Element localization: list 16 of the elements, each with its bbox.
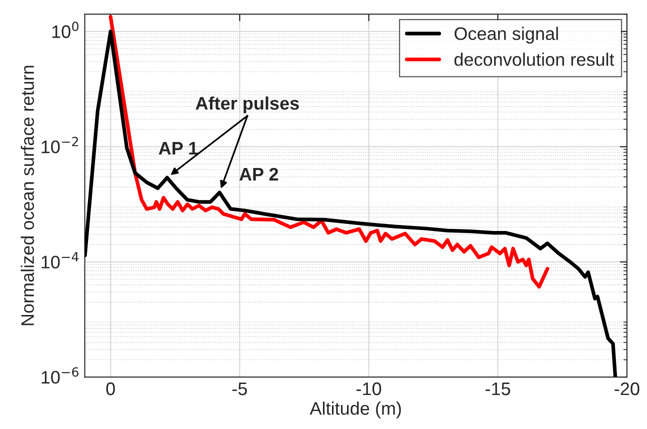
x-axis-title: Altitude (m) <box>310 402 401 418</box>
y-axis-title: Normalized ocean surface return <box>20 66 34 326</box>
x-tick-label: -15 <box>486 382 510 396</box>
y-tick-label: 10$^{−2}$ <box>42 136 78 154</box>
x-tick-label: 0 <box>106 382 115 396</box>
y-tick-label: 10$^{0}$ <box>52 22 78 38</box>
x-tick-label: -20 <box>614 382 640 396</box>
annotation: After pulses <box>196 96 299 114</box>
legend-label: deconvolution result <box>454 52 614 66</box>
annotation: AP 2 <box>239 168 278 180</box>
x-tick-label: -10 <box>356 382 382 396</box>
annotation: AP 1 <box>158 142 198 154</box>
x-tick-label: -5 <box>232 382 247 396</box>
y-tick-label: 10$^{−6}$ <box>42 367 78 384</box>
legend-label: Ocean signal <box>454 26 558 44</box>
y-tick-label: 10$^{−4}$ <box>42 252 79 268</box>
